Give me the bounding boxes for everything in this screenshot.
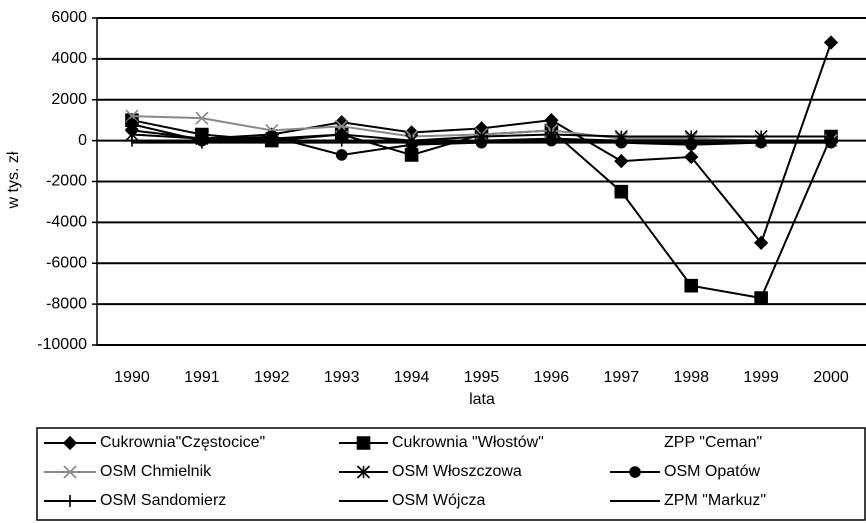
x-tick-label: 1996 [534, 369, 570, 386]
x-tick-label: 1999 [743, 369, 779, 386]
x-tick-label: 1992 [254, 369, 290, 386]
marker [823, 35, 839, 50]
x-tick-label: 1997 [604, 369, 640, 386]
x-tick-label: 2000 [813, 369, 849, 386]
marker [356, 436, 371, 450]
y-tick-label: -4000 [46, 214, 87, 231]
legend-label: ZPP "Ceman" [664, 434, 762, 451]
x-tick-label: 1998 [673, 369, 709, 386]
x-tick-label: 1991 [184, 369, 220, 386]
marker [335, 149, 348, 161]
marker [614, 153, 629, 169]
y-axis-label: w tys. zł [5, 151, 22, 209]
marker [629, 466, 641, 478]
legend-box [36, 427, 866, 521]
legend-label: Cukrownia "Włostów" [392, 434, 544, 451]
marker [404, 148, 419, 162]
marker [64, 495, 76, 507]
x-tick-label: 1993 [324, 369, 360, 386]
y-tick-label: 2000 [51, 91, 87, 108]
marker [126, 118, 138, 130]
legend-label: OSM Sandomierz [100, 492, 226, 509]
marker [62, 435, 78, 451]
legend-label: OSM Chmielnik [100, 463, 212, 480]
marker [684, 149, 699, 165]
legend-label: Cukrownia"Częstocice" [100, 434, 265, 451]
y-tick-label: 0 [78, 132, 87, 149]
y-tick-label: -8000 [46, 295, 87, 312]
marker [614, 184, 629, 199]
marker [684, 278, 699, 293]
y-tick-label: 4000 [51, 50, 87, 67]
marker [195, 111, 209, 125]
x-tick-label: 1995 [464, 369, 500, 386]
legend-label: OSM Opatów [664, 463, 760, 480]
marker [63, 465, 77, 479]
legend-label: ZPM "Markuz" [664, 492, 766, 509]
y-tick-label: -2000 [46, 173, 87, 190]
marker [356, 465, 371, 479]
x-tick-label: 1990 [114, 369, 150, 386]
x-axis-label: lata [469, 391, 495, 408]
legend-label: OSM Wójcza [392, 492, 485, 509]
marker [754, 291, 768, 305]
y-tick-label: 6000 [51, 9, 87, 26]
legend-label: OSM Włoszczowa [392, 463, 522, 480]
x-tick-label: 1994 [394, 369, 430, 386]
y-tick-label: -10000 [37, 336, 87, 353]
y-tick-label: -6000 [46, 254, 87, 271]
marker [754, 235, 769, 250]
